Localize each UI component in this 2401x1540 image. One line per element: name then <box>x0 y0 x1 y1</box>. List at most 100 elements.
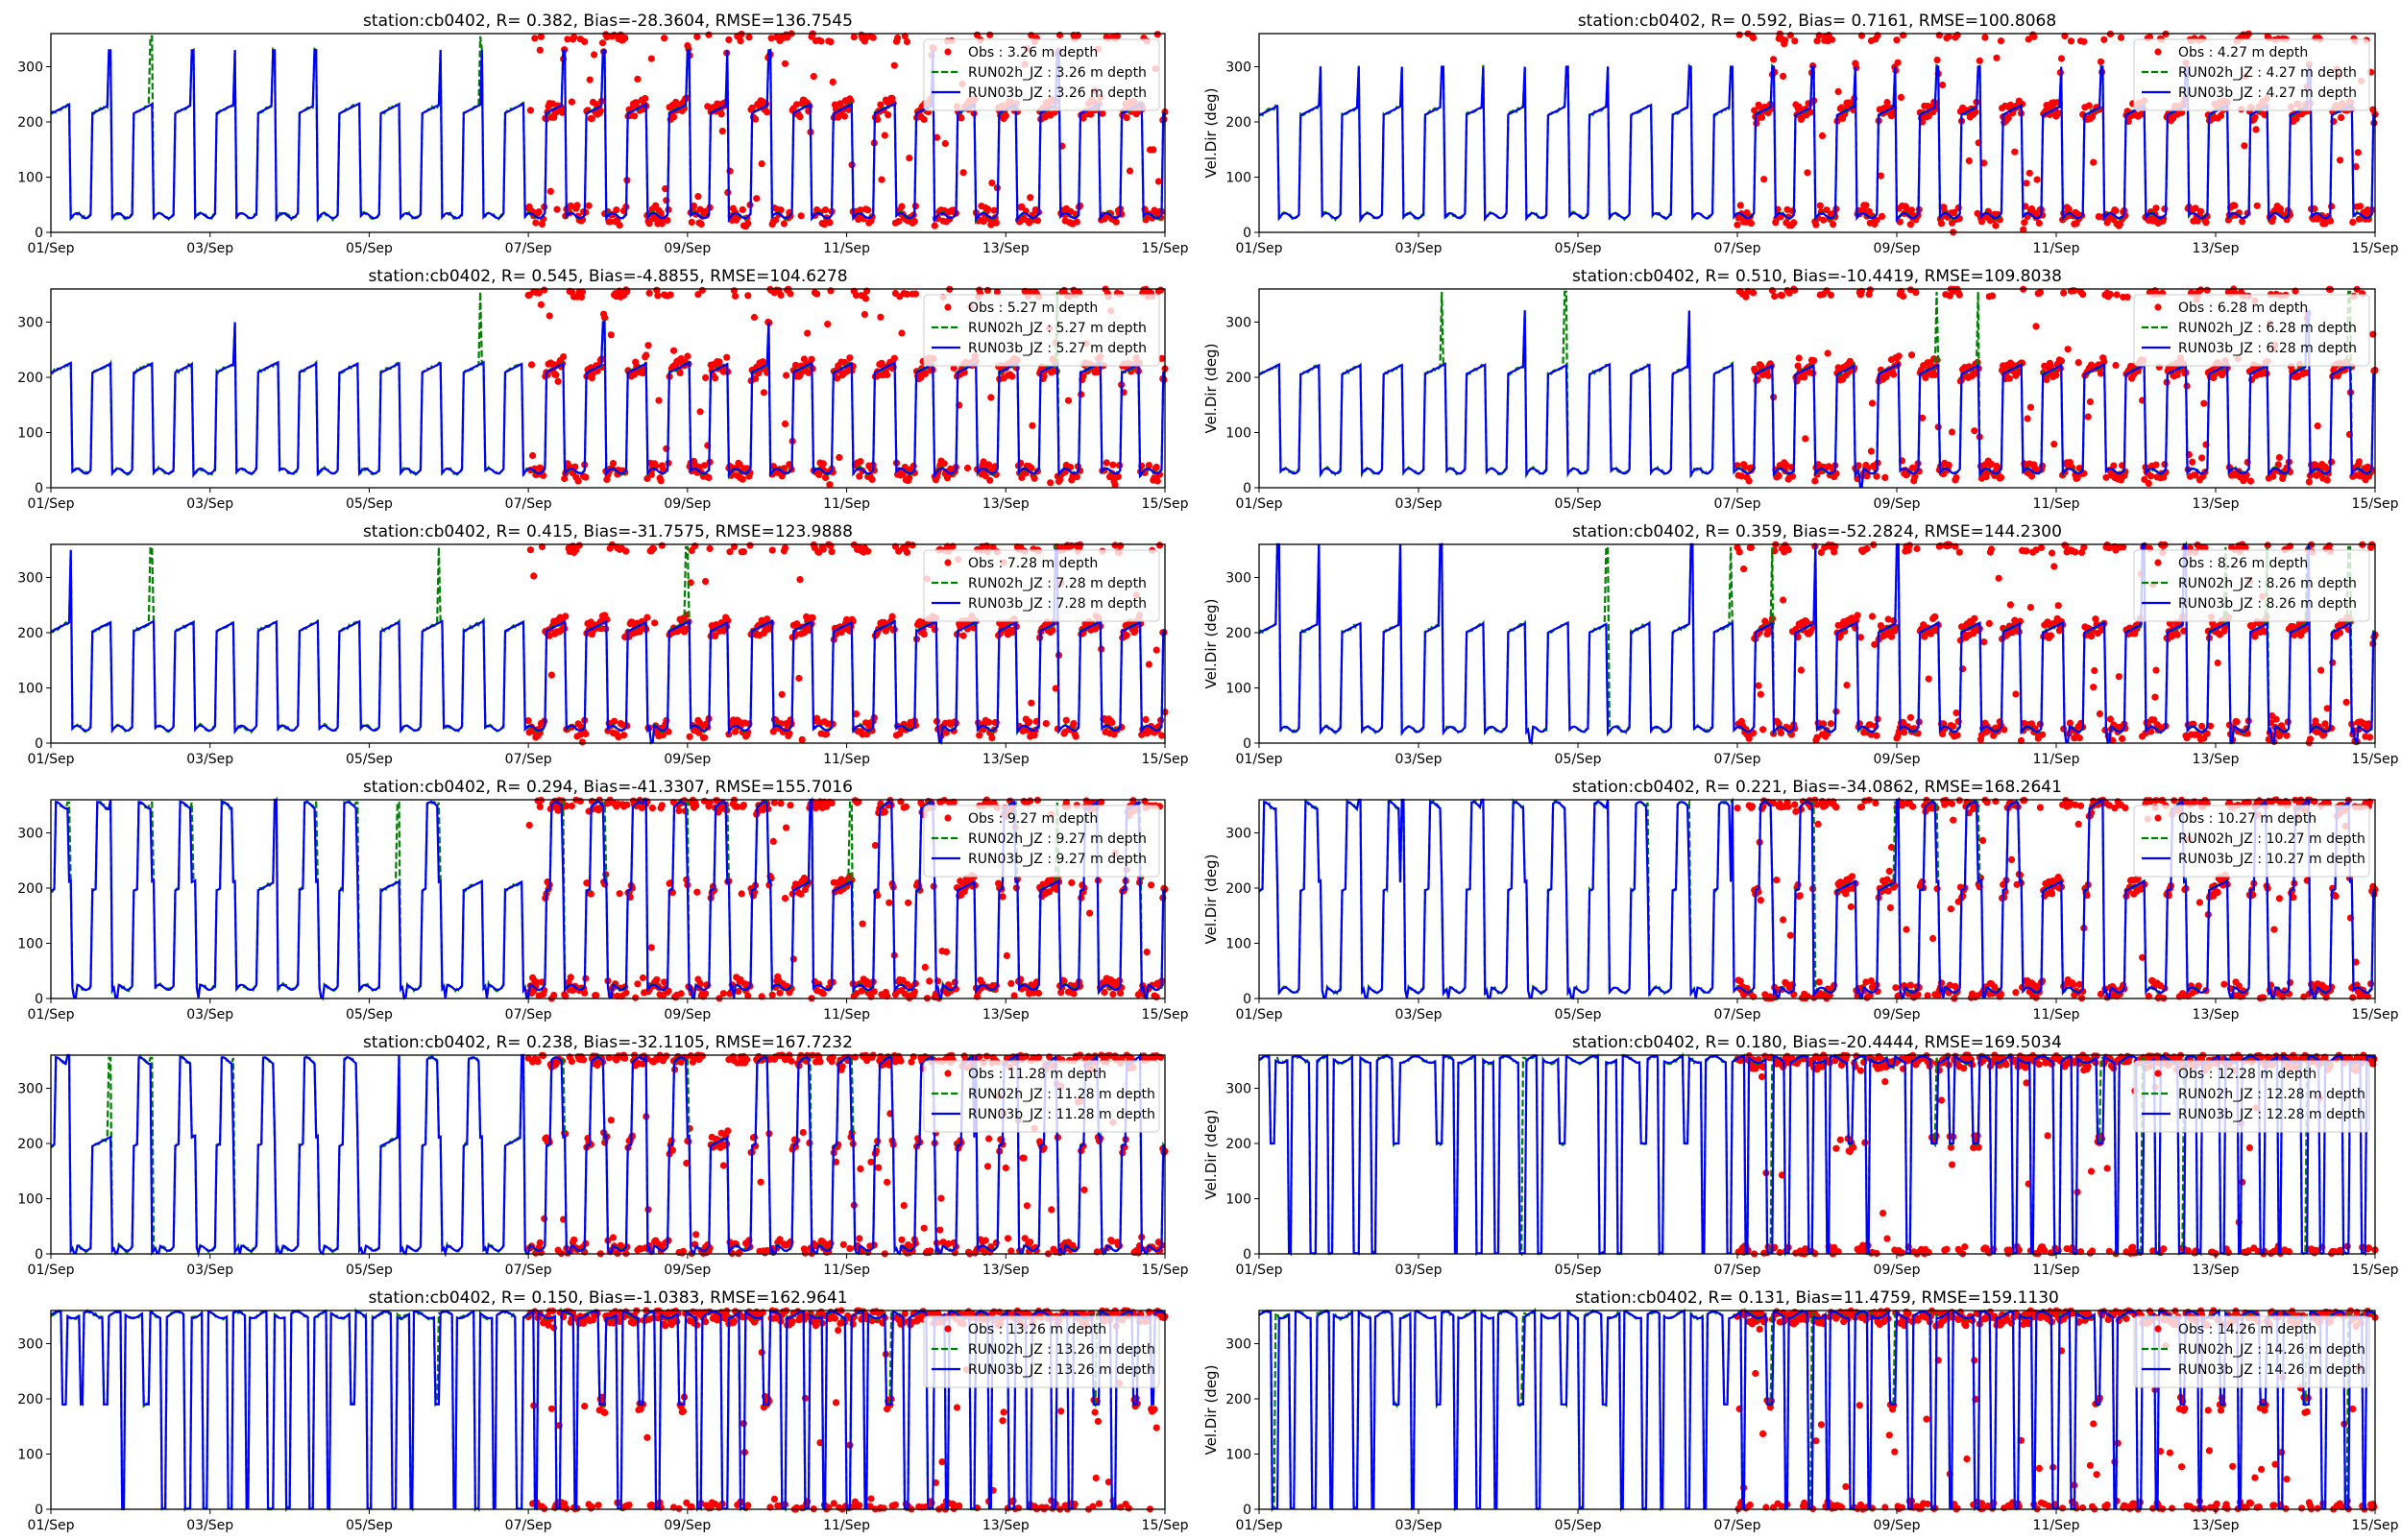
obs-point <box>689 219 695 226</box>
obs-point <box>921 116 928 123</box>
obs-point <box>577 798 584 805</box>
obs-point <box>790 955 797 962</box>
legend-label: Obs : 3.26 m depth <box>968 45 1098 60</box>
obs-point <box>1863 545 1870 552</box>
obs-point <box>857 458 863 465</box>
obs-point <box>921 631 928 638</box>
obs-point <box>1919 878 1926 885</box>
legend-obs-marker <box>944 48 951 55</box>
obs-point <box>1816 978 1823 985</box>
obs-point <box>984 205 991 212</box>
obs-point <box>582 474 589 481</box>
y-tick-label: 0 <box>35 481 43 496</box>
x-tick-label: 11/Sep <box>2033 752 2080 767</box>
x-tick-label: 05/Sep <box>1555 496 1602 512</box>
obs-point <box>905 900 911 906</box>
y-tick-label: 300 <box>17 827 43 842</box>
x-tick-label: 03/Sep <box>186 752 233 767</box>
obs-point <box>1900 32 1906 38</box>
obs-point <box>2001 894 2007 901</box>
obs-point <box>813 291 820 298</box>
obs-point <box>678 990 685 997</box>
obs-point <box>960 169 967 176</box>
obs-point <box>1858 804 1865 810</box>
obs-point <box>1004 952 1010 959</box>
x-tick-label: 05/Sep <box>346 1007 393 1023</box>
obs-point <box>885 900 892 906</box>
obs-point <box>631 112 638 119</box>
obs-point <box>738 37 744 44</box>
x-tick-label: 09/Sep <box>1874 241 1921 256</box>
obs-point <box>891 355 898 362</box>
obs-point <box>799 736 806 743</box>
obs-point <box>1109 462 1116 469</box>
obs-point <box>593 992 599 999</box>
obs-point <box>1790 219 1797 226</box>
obs-point <box>527 546 534 553</box>
obs-point <box>2012 989 2019 996</box>
obs-point <box>653 976 660 983</box>
obs-point <box>1124 632 1130 638</box>
obs-point <box>2027 404 2034 411</box>
subplot-title: station:cb0402, R= 0.592, Bias= 0.7161, … <box>1578 12 2056 31</box>
obs-point <box>2036 220 2043 227</box>
obs-point <box>1801 373 1807 380</box>
obs-point <box>1900 293 1906 300</box>
obs-point <box>1791 801 1798 807</box>
obs-point <box>1893 36 1900 43</box>
obs-point <box>667 291 674 298</box>
obs-point <box>576 541 583 548</box>
obs-point <box>1986 620 1993 627</box>
obs-point <box>2287 542 2293 549</box>
obs-point <box>527 107 534 113</box>
obs-point <box>1812 222 1819 229</box>
x-tick-label: 05/Sep <box>346 752 393 767</box>
obs-point <box>553 206 560 213</box>
obs-point <box>740 548 747 555</box>
obs-point <box>2306 478 2313 485</box>
obs-point <box>1886 868 1893 875</box>
obs-point <box>2060 290 2067 297</box>
obs-point <box>1787 932 1794 939</box>
x-tick-label: 05/Sep <box>1555 752 1602 767</box>
obs-point <box>1074 219 1080 226</box>
obs-point <box>827 38 834 45</box>
obs-point <box>1746 477 1753 484</box>
obs-point <box>1855 612 1861 618</box>
y-tick-label: 200 <box>17 881 43 897</box>
y-tick-label: 300 <box>17 571 43 587</box>
obs-point <box>2023 547 2029 554</box>
obs-point <box>2075 359 2082 366</box>
obs-point <box>1798 666 1805 673</box>
obs-point <box>1748 220 1755 227</box>
obs-point <box>1843 682 1850 688</box>
obs-point <box>1966 157 1973 164</box>
obs-point <box>864 548 871 555</box>
obs-point <box>1971 427 1977 434</box>
obs-point <box>2307 735 2314 742</box>
obs-point <box>648 944 655 950</box>
obs-point <box>2234 718 2241 725</box>
x-tick-label: 03/Sep <box>186 496 233 512</box>
obs-point <box>621 35 628 41</box>
x-tick-label: 07/Sep <box>505 496 552 512</box>
obs-point <box>1150 146 1156 153</box>
obs-point <box>2247 478 2254 485</box>
obs-point <box>537 804 544 810</box>
obs-point <box>1936 32 1943 38</box>
y-axis-label: Vel.Dir (deg) <box>1202 344 1220 434</box>
obs-point <box>1929 935 1936 942</box>
obs-point <box>889 614 896 620</box>
obs-point <box>2068 37 2074 44</box>
obs-point <box>2241 142 2247 149</box>
y-tick-label: 100 <box>1225 426 1251 442</box>
obs-point <box>1959 893 1966 900</box>
x-tick-label: 15/Sep <box>1142 241 1189 256</box>
obs-point <box>823 731 830 737</box>
obs-point <box>2021 219 2027 226</box>
obs-point <box>560 353 567 360</box>
obs-point <box>804 330 811 337</box>
obs-point <box>2050 563 2057 569</box>
